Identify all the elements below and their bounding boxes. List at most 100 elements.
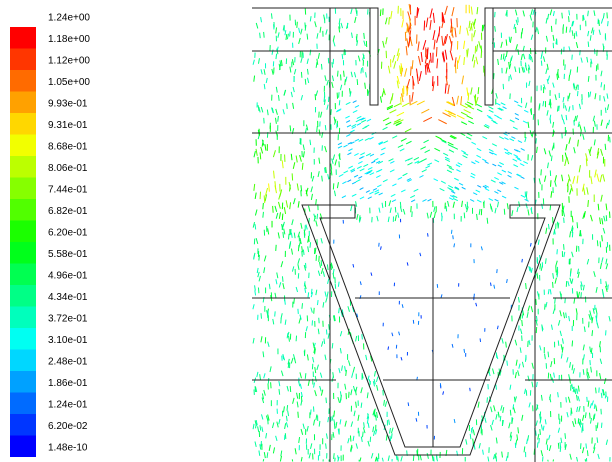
velocity-vector [401, 304, 404, 309]
velocity-vector [425, 17, 429, 28]
velocity-vector [327, 416, 330, 423]
velocity-vector [442, 51, 446, 62]
velocity-vector [466, 49, 468, 58]
velocity-vector [300, 95, 304, 101]
velocity-vector [495, 92, 498, 99]
velocity-vector [514, 113, 519, 116]
velocity-vector [520, 54, 523, 61]
velocity-vector [488, 116, 493, 120]
velocity-vector [356, 313, 359, 318]
velocity-vector [278, 389, 281, 395]
velocity-vector [497, 107, 503, 111]
velocity-vector [525, 102, 528, 109]
velocity-vector [546, 110, 549, 116]
velocity-vector [442, 112, 451, 118]
velocity-vector [324, 167, 326, 173]
velocity-vector [378, 160, 384, 164]
velocity-vector [597, 203, 600, 211]
velocity-vector [369, 153, 375, 157]
velocity-vector [549, 118, 552, 124]
velocity-vector [426, 452, 429, 459]
velocity-vector [493, 405, 496, 412]
velocity-vector [547, 13, 550, 20]
velocity-vector [466, 101, 474, 106]
velocity-vector [583, 126, 586, 133]
velocity-vector [539, 413, 541, 420]
velocity-vector [483, 125, 490, 129]
velocity-vector [529, 14, 533, 21]
velocity-vector [440, 180, 446, 184]
velocity-vector [528, 339, 531, 346]
velocity-vector [537, 433, 540, 440]
velocity-vector [495, 413, 498, 420]
velocity-vector [275, 279, 278, 285]
velocity-vector [299, 383, 302, 389]
velocity-vector [384, 401, 388, 408]
velocity-vector [549, 289, 552, 295]
velocity-vector [518, 363, 521, 369]
velocity-vector [292, 102, 295, 109]
velocity-vector [439, 187, 445, 192]
velocity-vector [503, 148, 509, 152]
velocity-vector [507, 171, 513, 174]
velocity-vector [350, 129, 355, 133]
velocity-vector [535, 26, 538, 33]
velocity-vector [571, 364, 574, 371]
velocity-vector [419, 454, 422, 461]
velocity-vector [514, 396, 517, 403]
velocity-vector [540, 424, 543, 430]
color-swatch [10, 285, 36, 307]
velocity-vector [447, 144, 454, 148]
velocity-vector [321, 175, 323, 182]
velocity-vector [259, 32, 261, 39]
velocity-vector [448, 185, 454, 189]
velocity-vector [271, 107, 274, 113]
velocity-vector [277, 95, 280, 101]
velocity-vector [388, 17, 390, 25]
velocity-vector [299, 372, 302, 379]
velocity-vector [364, 82, 366, 89]
velocity-vector [587, 41, 590, 47]
velocity-vector [365, 72, 367, 78]
velocity-vector [435, 47, 438, 57]
velocity-vector [291, 459, 294, 462]
velocity-vector [587, 75, 590, 82]
velocity-vector [448, 36, 453, 46]
velocity-vector [484, 188, 490, 192]
velocity-vector [351, 193, 357, 197]
velocity-vector [599, 372, 602, 380]
velocity-vector [586, 56, 589, 63]
velocity-vector [506, 279, 508, 284]
velocity-vector [259, 152, 262, 160]
velocity-vector [505, 50, 508, 58]
velocity-vector [281, 160, 284, 169]
velocity-vector [526, 438, 529, 445]
velocity-vector [292, 86, 295, 93]
velocity-vector [475, 96, 479, 105]
velocity-vector [272, 150, 276, 158]
color-swatch [10, 435, 36, 457]
velocity-vector [346, 124, 352, 128]
velocity-vector [448, 197, 454, 201]
velocity-vector [559, 446, 562, 453]
color-swatch [10, 349, 36, 371]
velocity-vector [517, 104, 523, 108]
velocity-vector [500, 41, 503, 48]
velocity-vector [550, 191, 553, 198]
velocity-vector [601, 257, 604, 263]
velocity-vector [603, 96, 606, 102]
velocity-vector [254, 192, 257, 200]
velocity-vector [336, 109, 341, 113]
color-swatch [10, 113, 36, 135]
velocity-vector [274, 185, 277, 194]
velocity-vector [421, 158, 427, 162]
velocity-vector [275, 53, 278, 60]
velocity-vector [548, 434, 551, 440]
velocity-vector [308, 452, 311, 459]
velocity-vector [508, 422, 511, 429]
velocity-vector [305, 224, 308, 230]
velocity-vector [582, 133, 585, 140]
velocity-vector [470, 426, 474, 433]
velocity-vector [528, 402, 531, 408]
velocity-vector [549, 99, 552, 106]
